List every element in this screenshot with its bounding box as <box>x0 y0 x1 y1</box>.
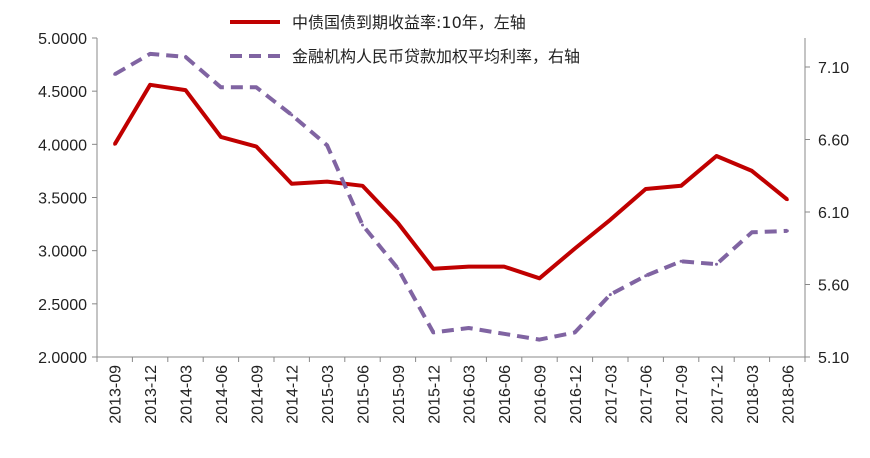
x-tick-label: 2016-03 <box>462 365 479 424</box>
data-point <box>325 143 329 147</box>
data-point <box>290 182 294 186</box>
data-point <box>785 198 789 202</box>
data-point <box>785 229 789 233</box>
data-point <box>538 338 541 342</box>
x-tick-label: 2014-12 <box>285 365 302 424</box>
legend-item-bond-yield: 中债国债到期收益率:10年，左轴 <box>230 13 526 32</box>
right-tick-label: 6.10 <box>818 205 849 222</box>
data-point <box>502 265 506 269</box>
bond-yield-line <box>112 82 789 281</box>
data-point <box>750 169 754 173</box>
data-point <box>679 184 683 188</box>
data-point <box>290 113 294 117</box>
data-point <box>573 247 577 250</box>
left-tick-label: 4.5000 <box>38 84 87 101</box>
data-point <box>325 180 329 184</box>
data-point <box>361 184 364 188</box>
data-point <box>148 83 152 87</box>
legend: 中债国债到期收益率:10年，左轴 金融机构人民币贷款加权平均利率，右轴 <box>230 13 580 66</box>
left-tick-label: 4.0000 <box>38 137 87 154</box>
data-point <box>361 223 364 227</box>
data-point <box>184 55 187 59</box>
data-point <box>254 85 258 89</box>
left-tick-label: 2.0000 <box>38 350 87 367</box>
data-point <box>538 276 541 280</box>
data-point <box>644 187 648 191</box>
data-point <box>219 135 223 139</box>
data-point <box>715 262 718 266</box>
x-tick-label: 2015-03 <box>320 365 337 424</box>
left-y-ticks: 2.0000 2.5000 3.0000 3.5000 4.0000 4.5000 5.00… <box>38 31 97 367</box>
loan-rate-line <box>113 51 788 342</box>
data-point <box>750 230 754 234</box>
left-tick-label: 2.5000 <box>38 297 87 314</box>
data-point <box>679 259 683 263</box>
x-tick-label: 2014-06 <box>214 365 231 424</box>
x-tick-label: 2017-12 <box>710 365 727 424</box>
legend-label-loan-rate: 金融机构人民币贷款加权平均利率，右轴 <box>292 47 580 66</box>
x-tick-label: 2017-03 <box>603 365 620 424</box>
x-tick-label: 2018-06 <box>780 365 797 424</box>
x-tick-label: 2013-09 <box>108 365 125 424</box>
data-point <box>431 330 435 334</box>
data-point <box>467 265 471 269</box>
data-point <box>396 267 400 270</box>
data-point <box>608 218 612 222</box>
x-tick-label: 2017-09 <box>674 365 691 424</box>
x-tick-label: 2015-06 <box>356 365 373 424</box>
left-tick-label: 3.5000 <box>38 191 87 208</box>
data-point <box>715 154 718 158</box>
x-tick-label: 2014-03 <box>179 365 196 424</box>
data-point <box>573 330 577 334</box>
left-tick-label: 5.0000 <box>38 31 87 48</box>
data-point <box>219 85 223 89</box>
data-point <box>396 221 400 225</box>
data-point <box>113 72 117 76</box>
data-point <box>184 88 187 92</box>
x-tick-label: 2018-03 <box>745 365 762 424</box>
x-tick-label: 2016-06 <box>497 365 514 424</box>
right-tick-label: 5.10 <box>818 350 849 367</box>
data-point <box>431 267 435 271</box>
right-tick-label: 5.60 <box>818 278 849 295</box>
data-point <box>502 332 506 336</box>
right-tick-label: 7.10 <box>818 60 849 77</box>
x-tick-label: 2016-12 <box>568 365 585 424</box>
x-tick-label: 2015-09 <box>391 365 408 424</box>
x-tick-label: 2017-06 <box>639 365 656 424</box>
x-tick-label: 2015-12 <box>426 365 443 424</box>
right-tick-label: 6.60 <box>818 133 849 150</box>
data-point <box>113 142 117 146</box>
data-point <box>608 293 612 297</box>
x-tick-label: 2016-09 <box>533 365 550 424</box>
series-lines <box>112 51 789 342</box>
legend-label-bond-yield: 中债国债到期收益率:10年，左轴 <box>292 13 526 32</box>
x-ticks: 2013-09 2013-12 2014-03 2014-06 2014-09 2014-… <box>96 357 806 424</box>
right-y-ticks: 5.10 5.60 6.10 6.60 7.10 <box>805 60 849 367</box>
left-tick-label: 3.0000 <box>38 244 87 261</box>
data-point <box>254 145 258 148</box>
x-tick-label: 2013-12 <box>143 365 160 424</box>
data-point <box>644 274 648 278</box>
x-tick-label: 2014-09 <box>249 365 266 424</box>
legend-item-loan-rate: 金融机构人民币贷款加权平均利率，右轴 <box>230 47 580 66</box>
data-point <box>467 326 471 330</box>
data-point <box>148 52 152 56</box>
axes <box>96 38 806 358</box>
